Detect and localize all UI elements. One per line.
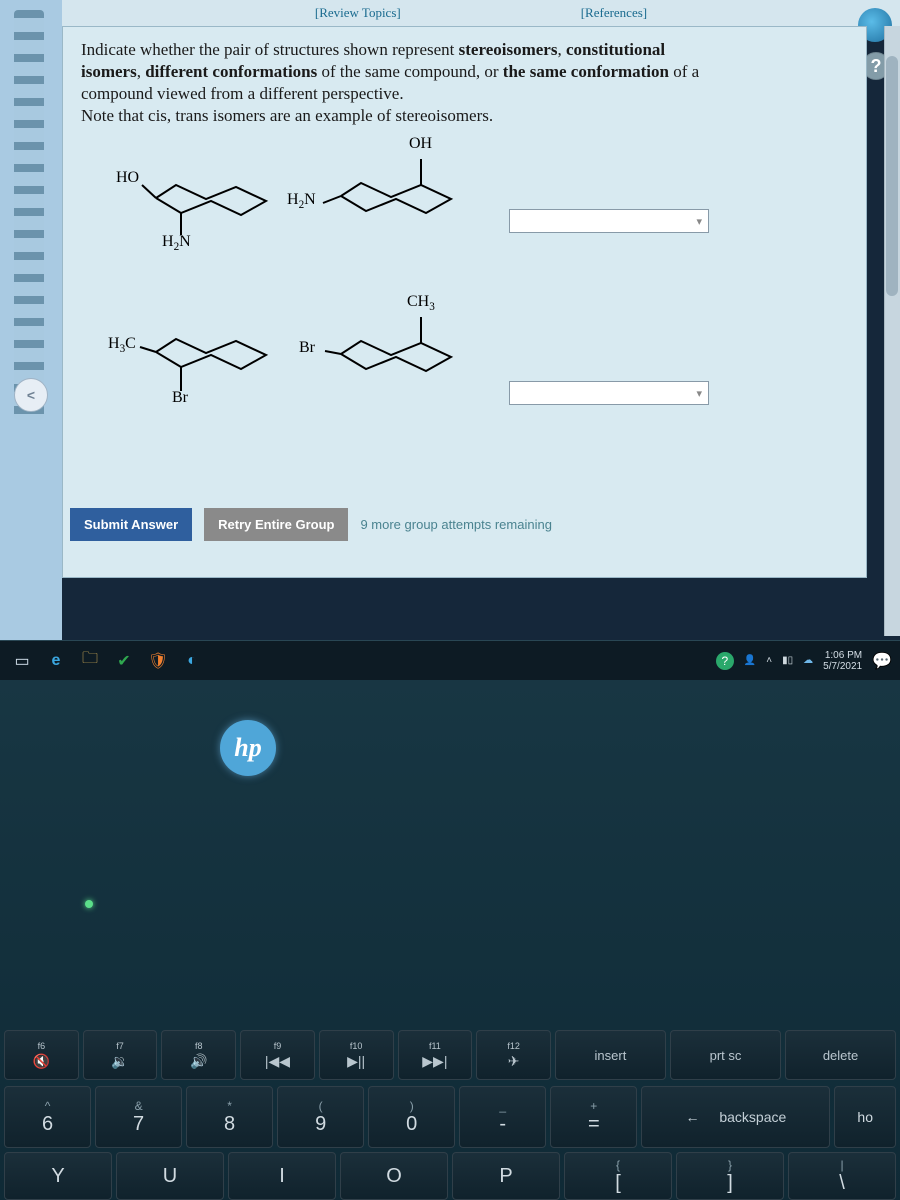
clock-date: 5/7/2021 <box>823 661 862 672</box>
volume-up-icon: 🔊 <box>190 1053 207 1070</box>
key-f10[interactable]: f10▶|| <box>319 1030 394 1080</box>
attempts-remaining: 9 more group attempts remaining <box>360 517 551 532</box>
edge-icon[interactable]: e <box>42 647 70 675</box>
left-strip: < <box>0 0 62 680</box>
key-p[interactable]: P <box>452 1152 560 1200</box>
key-f11[interactable]: f11▶▶| <box>398 1030 473 1080</box>
binder-decor <box>14 10 44 420</box>
key-f12[interactable]: f12✈ <box>476 1030 551 1080</box>
references-link[interactable]: [References] <box>581 5 647 21</box>
label-CH3: CH3 <box>407 293 435 313</box>
retry-group-button[interactable]: Retry Entire Group <box>204 508 348 541</box>
tray-battery-icon[interactable]: ▮▯ <box>782 655 793 666</box>
molecule-1b: OH H2N <box>311 131 481 256</box>
button-row: Submit Answer Retry Entire Group 9 more … <box>70 508 552 541</box>
label-Br-a: Br <box>172 389 188 407</box>
key-7[interactable]: &7 <box>95 1086 182 1148</box>
label-H2N-b: H2N <box>287 191 316 211</box>
scrollbar[interactable] <box>884 26 900 636</box>
play-pause-icon: ▶|| <box>347 1053 365 1070</box>
notifications-icon[interactable]: 💬 <box>872 651 892 671</box>
key-i[interactable]: I <box>228 1152 336 1200</box>
key-rbracket[interactable]: }] <box>676 1152 784 1200</box>
next-track-icon: ▶▶| <box>422 1053 447 1070</box>
label-Br-b: Br <box>299 339 315 357</box>
mute-icon: 🔇 <box>33 1053 50 1070</box>
structure-row-2: H3C Br CH3 Br ▾ <box>81 289 848 429</box>
tray-onedrive-icon[interactable]: ☁ <box>803 655 813 666</box>
browser-icon[interactable]: ◐ <box>178 647 206 675</box>
key-home[interactable]: ho <box>834 1086 896 1148</box>
label-OH: OH <box>409 135 432 153</box>
top-links-bar: [Review Topics] [References] <box>62 0 900 26</box>
keyboard-letter-row: Y U I O P {[ }] |\ <box>0 1152 900 1200</box>
key-prtsc[interactable]: prt sc <box>670 1030 781 1080</box>
file-explorer-icon[interactable]: 🗀 <box>76 647 104 675</box>
check-icon[interactable]: ✔ <box>110 647 138 675</box>
label-H3C: H3C <box>108 335 136 355</box>
power-led <box>85 900 93 908</box>
airplane-icon: ✈ <box>508 1053 520 1070</box>
volume-down-icon: 🔉 <box>111 1053 128 1070</box>
molecule-2b: CH3 Br <box>311 289 481 414</box>
prev-track-icon: |◀◀ <box>265 1053 290 1070</box>
answer-select-2[interactable]: ▾ <box>509 381 709 405</box>
qtext: Indicate whether the pair of structures … <box>81 40 459 59</box>
chevron-down-icon: ▾ <box>696 387 702 400</box>
key-u[interactable]: U <box>116 1152 224 1200</box>
task-view-icon[interactable]: ▭ <box>8 647 36 675</box>
keyboard-fn-row: f6🔇 f7🔉 f8🔊 f9|◀◀ f10▶|| f11▶▶| f12✈ ins… <box>0 1030 900 1080</box>
prev-page-button[interactable]: < <box>14 378 48 412</box>
qbold: stereoisomers <box>459 40 558 59</box>
molecule-2a: H3C Br <box>136 297 296 412</box>
molecule-1a: HO H2N <box>136 143 296 258</box>
taskbar-clock[interactable]: 1:06 PM 5/7/2021 <box>823 650 862 672</box>
key-9[interactable]: (9 <box>277 1086 364 1148</box>
submit-answer-button[interactable]: Submit Answer <box>70 508 192 541</box>
review-topics-link[interactable]: [Review Topics] <box>315 5 401 21</box>
taskbar: ▭ e 🗀 ✔ 🛡 ◐ ? 👤 ˄ ▮▯ ☁ 1:06 PM 5/7/2021 … <box>0 640 900 680</box>
key-backspace[interactable]: ← backspace <box>641 1086 830 1148</box>
key-dash[interactable]: _- <box>459 1086 546 1148</box>
key-f7[interactable]: f7🔉 <box>83 1030 158 1080</box>
key-8[interactable]: *8 <box>186 1086 273 1148</box>
clock-time: 1:06 PM <box>823 650 862 661</box>
key-f9[interactable]: f9|◀◀ <box>240 1030 315 1080</box>
key-o[interactable]: O <box>340 1152 448 1200</box>
key-delete[interactable]: delete <box>785 1030 896 1080</box>
tray-chevron-up-icon[interactable]: ˄ <box>766 655 772 666</box>
keyboard-number-row: ^6 &7 *8 (9 )0 _- += ← backspace ho <box>0 1086 900 1148</box>
label-HO: HO <box>116 169 139 187</box>
key-f8[interactable]: f8🔊 <box>161 1030 236 1080</box>
key-f6[interactable]: f6🔇 <box>4 1030 79 1080</box>
chevron-down-icon: ▾ <box>696 215 702 228</box>
key-backslash[interactable]: |\ <box>788 1152 896 1200</box>
taskbar-left: ▭ e 🗀 ✔ 🛡 ◐ <box>8 647 206 675</box>
label-H2N: H2N <box>162 233 191 253</box>
answer-select-1[interactable]: ▾ <box>509 209 709 233</box>
tray-people-icon[interactable]: 👤 <box>744 655 756 666</box>
key-lbracket[interactable]: {[ <box>564 1152 672 1200</box>
tray-help-icon[interactable]: ? <box>716 652 734 670</box>
key-6[interactable]: ^6 <box>4 1086 91 1148</box>
key-0[interactable]: )0 <box>368 1086 455 1148</box>
structure-row-1: HO H2N OH H2N ▾ <box>81 131 848 271</box>
question-text: Indicate whether the pair of structures … <box>81 39 848 127</box>
key-equals[interactable]: += <box>550 1086 637 1148</box>
key-insert[interactable]: insert <box>555 1030 666 1080</box>
browser-pane: < [Review Topics] [References] ? Indicat… <box>0 0 900 680</box>
security-icon[interactable]: 🛡 <box>144 647 172 675</box>
hp-logo: hp <box>220 720 276 776</box>
question-card: Indicate whether the pair of structures … <box>62 26 867 578</box>
taskbar-right: ? 👤 ˄ ▮▯ ☁ 1:06 PM 5/7/2021 💬 <box>716 650 892 672</box>
key-y[interactable]: Y <box>4 1152 112 1200</box>
scrollbar-thumb[interactable] <box>886 56 898 296</box>
